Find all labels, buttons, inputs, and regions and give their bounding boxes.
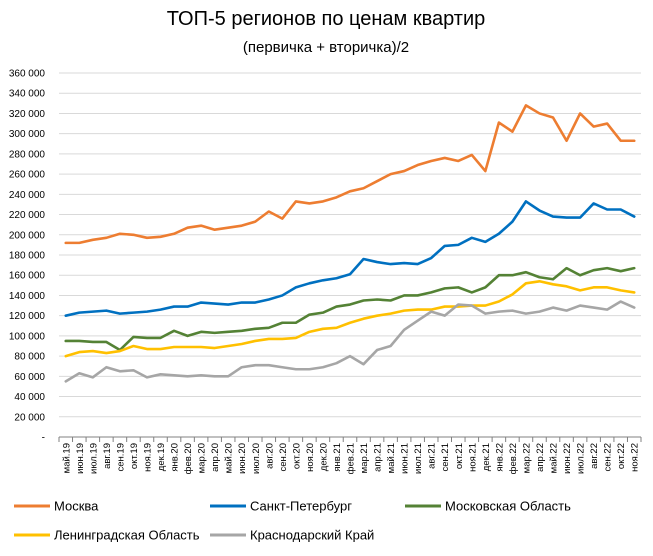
x-tick-label: фев.20 [183,443,194,474]
x-tick-label: апр.22 [535,443,546,472]
x-axis [58,436,642,442]
series-line-2 [64,200,636,317]
series-line-5 [64,300,636,383]
x-tick-label: июн.19 [75,443,86,474]
x-tick-label: июл.20 [251,443,262,474]
x-tick-label: окт.21 [454,443,465,469]
x-tick-label: июл.21 [413,443,424,474]
x-tick-label: май.22 [549,443,560,473]
chart-subtitle: (первичка + вторичка)/2 [243,39,409,56]
gridlines [59,72,641,418]
series-line-4 [64,279,636,358]
x-tick-label: сен.22 [603,443,614,472]
x-tick-label: май.19 [61,443,72,473]
y-tick-label: 80 000 [14,352,45,363]
legend-item-5: Краснодарский Край [210,528,374,543]
y-tick-label: 100 000 [9,331,46,342]
x-tick-label: авг.22 [589,443,600,469]
x-axis-ticks: май.19 июн.19 июл.19 авг.19 сен.19 окт.19 ноя.… [61,443,640,474]
x-tick-label: ноя.20 [305,443,316,472]
y-tick-label: 60 000 [14,372,45,383]
y-tick-label: 180 000 [9,251,46,262]
x-tick-label: мар.21 [359,443,370,473]
x-tick-label: янв.21 [332,443,343,472]
y-tick-label: 240 000 [9,190,46,201]
y-tick-label: 320 000 [9,109,46,120]
x-tick-label: ноя.21 [467,443,478,472]
x-tick-label: дек.20 [318,443,329,471]
y-tick-label: - [42,433,45,444]
x-tick-label: июл.22 [576,443,587,474]
y-tick-label: 300 000 [9,129,46,140]
legend-label: Ленинградская Область [54,528,200,543]
chart-title: ТОП-5 регионов по ценам квартир [167,8,486,30]
x-tick-label: мар.20 [197,443,208,473]
x-tick-label: мар.22 [521,443,532,473]
y-tick-label: 260 000 [9,170,46,181]
x-tick-label: июн.21 [400,443,411,474]
x-tick-label: авг.21 [427,443,438,469]
y-tick-label: 140 000 [9,291,46,302]
x-tick-label: фев.21 [346,443,357,474]
x-tick-label: янв.22 [494,443,505,472]
y-tick-label: 220 000 [9,210,46,221]
x-tick-label: апр.21 [373,443,384,472]
y-tick-label: 40 000 [14,392,45,403]
x-tick-label: сен.19 [115,443,126,472]
y-tick-label: 340 000 [9,89,46,100]
series-lines [64,104,636,383]
x-tick-label: фев.22 [508,443,519,474]
x-tick-label: дек.19 [156,443,167,471]
legend-label: Москва [54,499,99,514]
x-tick-label: апр.20 [210,443,221,472]
x-tick-label: сен.20 [278,443,289,472]
x-tick-label: авг.19 [102,443,113,469]
x-tick-label: ноя.22 [630,443,641,472]
series-line-3 [64,266,636,352]
legend-item-2: Санкт-Петербург [210,499,352,514]
x-tick-label: июл.19 [88,443,99,474]
y-tick-label: 20 000 [14,412,45,423]
legend-label: Краснодарский Край [250,528,374,543]
series-line-1 [64,104,636,245]
y-tick-label: 120 000 [9,311,46,322]
x-tick-label: янв.20 [170,443,181,472]
x-tick-label: май.20 [224,443,235,473]
x-tick-label: май.21 [386,443,397,473]
y-tick-label: 160 000 [9,271,46,282]
y-axis-ticks: - 20 000 40 000 60 000 80 000 100 000 120 000 1… [9,69,46,444]
legend-item-4: Ленинградская Область [14,528,200,543]
legend: Москва Санкт-Петербург Московская Область Л… [14,499,571,543]
x-tick-label: июн.22 [562,443,573,474]
x-tick-label: окт.20 [291,443,302,469]
x-tick-label: дек.21 [481,443,492,471]
legend-label: Московская Область [445,499,571,514]
y-tick-label: 280 000 [9,149,46,160]
x-tick-label: сен.21 [440,443,451,472]
x-tick-label: ноя.19 [142,443,153,472]
legend-item-1: Москва [14,499,99,514]
x-tick-label: авг.20 [264,443,275,469]
x-tick-label: июн.20 [237,443,248,474]
y-tick-label: 360 000 [9,69,46,80]
x-tick-label: окт.19 [129,443,140,469]
legend-item-3: Московская Область [405,499,571,514]
y-tick-label: 200 000 [9,230,46,241]
x-tick-label: окт.22 [616,443,627,469]
legend-label: Санкт-Петербург [250,499,352,514]
